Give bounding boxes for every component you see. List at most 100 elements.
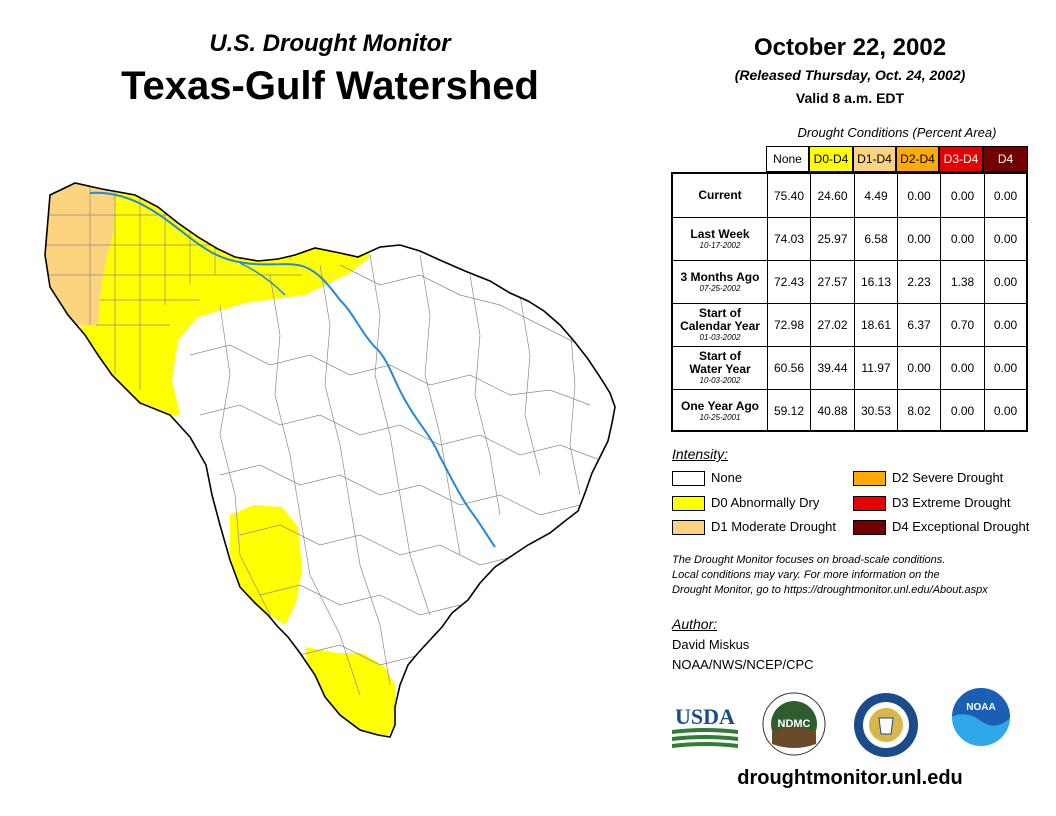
river (89, 191, 496, 548)
row-label-text: Start of (699, 349, 741, 363)
svg-text:USDA: USDA (675, 704, 735, 729)
row-label-text: Calendar Year (680, 319, 760, 333)
legend-label: D0 Abnormally Dry (711, 495, 820, 510)
table-cell: 27.57 (811, 261, 855, 303)
table-cell: 18.61 (855, 304, 898, 346)
table-cell: 59.12 (768, 390, 811, 432)
svg-text:NOAA: NOAA (966, 702, 995, 713)
column-header: None (766, 146, 809, 172)
map-subtitle: U.S. Drought Monitor (209, 30, 451, 57)
table-row: 3 Months Ago 07-25-2002 72.43 27.57 16.13 2.2… (673, 260, 1026, 303)
note-line: Local conditions may vary. For more info… (672, 569, 940, 581)
map-date: October 22, 2002 (753, 34, 947, 61)
legend-title: Intensity: (672, 446, 729, 462)
row-label-text: Start of (699, 306, 741, 320)
row-label-text: One Year Ago (680, 398, 760, 413)
watershed-boundary (44, 182, 616, 738)
table-cell: 27.02 (811, 304, 855, 346)
row-date: 01-03-2002 (699, 333, 741, 342)
d0-south-region (230, 505, 302, 625)
row-date: 10-17-2002 (699, 240, 741, 250)
legend-label: None (711, 470, 743, 485)
table-cell: 6.37 (898, 304, 941, 346)
river-tributary (239, 262, 286, 296)
table-cell: 40.88 (811, 390, 855, 432)
table-cell: 0.00 (898, 347, 941, 389)
author-name: David Miskus (672, 637, 750, 652)
table-cell: 0.00 (993, 404, 1018, 418)
table-cell: 0.70 (941, 304, 985, 346)
table-cell: 39.44 (811, 347, 855, 389)
row-label: One Year Ago 10-25-2001 (673, 390, 768, 432)
table-cell: 25.97 (811, 218, 855, 260)
map-title: Texas-Gulf Watershed (121, 64, 539, 108)
column-header: D2-D4 (896, 146, 939, 172)
row-label: Last Week 10-17-2002 (673, 218, 768, 260)
table-cell: 75.40 (768, 174, 811, 217)
legend-swatch (672, 496, 705, 511)
table-cell: 0.00 (993, 188, 1018, 203)
svg-text:NDMC: NDMC (778, 718, 811, 730)
table-cell: 0.00 (941, 218, 985, 260)
disclaimer-note: The Drought Monitor focuses on broad-sca… (672, 553, 1042, 598)
row-label: Start of Water Year 10-03-2002 (673, 347, 768, 389)
website-link[interactable]: droughtmonitor.unl.edu (737, 767, 963, 789)
row-label: Start of Calendar Year 01-03-2002 (673, 304, 768, 346)
row-label: 3 Months Ago 07-25-2002 (673, 261, 768, 303)
table-cell: 2.23 (898, 261, 941, 303)
table-cell: 0.00 (993, 232, 1018, 246)
table-cell: 24.60 (811, 174, 855, 217)
table-cell: 0.00 (993, 318, 1018, 332)
legend-label: D2 Severe Drought (892, 470, 1004, 485)
table-row: Last Week 10-17-2002 74.03 25.97 6.58 0.00 0.0… (673, 217, 1026, 260)
legend-label: D3 Extreme Drought (892, 495, 1011, 510)
commerce-seal-logo (854, 693, 918, 757)
legend-swatch (853, 471, 886, 486)
author-org: NOAA/NWS/NCEP/CPC (672, 657, 814, 672)
d0-valley-region (305, 647, 398, 737)
table-cell: 0.00 (941, 347, 985, 389)
row-label-text: 3 Months Ago (680, 269, 760, 284)
legend-swatch (853, 520, 886, 535)
table-cell: 1.38 (941, 261, 985, 303)
row-label-text: Current (698, 188, 742, 202)
table-title: Drought Conditions (Percent Area) (797, 125, 997, 140)
table-cell: 30.53 (855, 390, 898, 432)
note-line: The Drought Monitor focuses on broad-sca… (672, 554, 946, 566)
table-row: Start of Water Year 10-03-2002 60.56 39.44 11… (673, 346, 1026, 389)
legend-label: D1 Moderate Drought (711, 519, 837, 534)
table-cell: 0.00 (941, 390, 985, 432)
table-row: Start of Calendar Year 01-03-2002 72.98 27.0… (673, 303, 1026, 346)
table-row: One Year Ago 10-25-2001 59.12 40.88 30.53 8.0… (673, 389, 1026, 432)
valid-time: Valid 8 a.m. EDT (795, 90, 905, 106)
row-label-text: Last Week (690, 226, 750, 241)
table-cell: 4.49 (855, 174, 898, 217)
table-cell: 74.03 (768, 218, 811, 260)
release-date: (Released Thursday, Oct. 24, 2002) (734, 67, 966, 83)
table-cell: 72.98 (768, 304, 811, 346)
d1-west-region (45, 183, 115, 325)
table-cell: 0.00 (941, 174, 985, 217)
usda-logo: USDA (672, 704, 738, 748)
author-label: Author: (672, 616, 718, 632)
note-line: Drought Monitor, go to https://droughtmo… (672, 584, 988, 596)
legend-swatch (672, 520, 705, 535)
column-header: D1-D4 (853, 146, 896, 172)
column-header: D4 (983, 146, 1028, 172)
column-header: D3-D4 (939, 146, 983, 172)
ndmc-logo: NDMC (762, 692, 826, 756)
table-cell: 0.00 (993, 275, 1018, 289)
table-cell: 0.00 (898, 218, 941, 260)
row-date: 07-25-2002 (699, 283, 741, 293)
row-label-text: Water Year (689, 362, 751, 376)
column-header: D0-D4 (809, 146, 853, 172)
table-cell: 60.56 (768, 347, 811, 389)
table-cell: 8.02 (898, 390, 941, 432)
table-cell: 6.58 (855, 218, 898, 260)
row-date: 10-25-2001 (699, 412, 741, 422)
legend-label: D4 Exceptional Drought (892, 519, 1030, 534)
table-cell: 0.00 (993, 361, 1018, 375)
row-date: 10-03-2002 (699, 376, 741, 385)
table-cell: 11.97 (855, 347, 898, 389)
table-cell: 72.43 (768, 261, 811, 303)
